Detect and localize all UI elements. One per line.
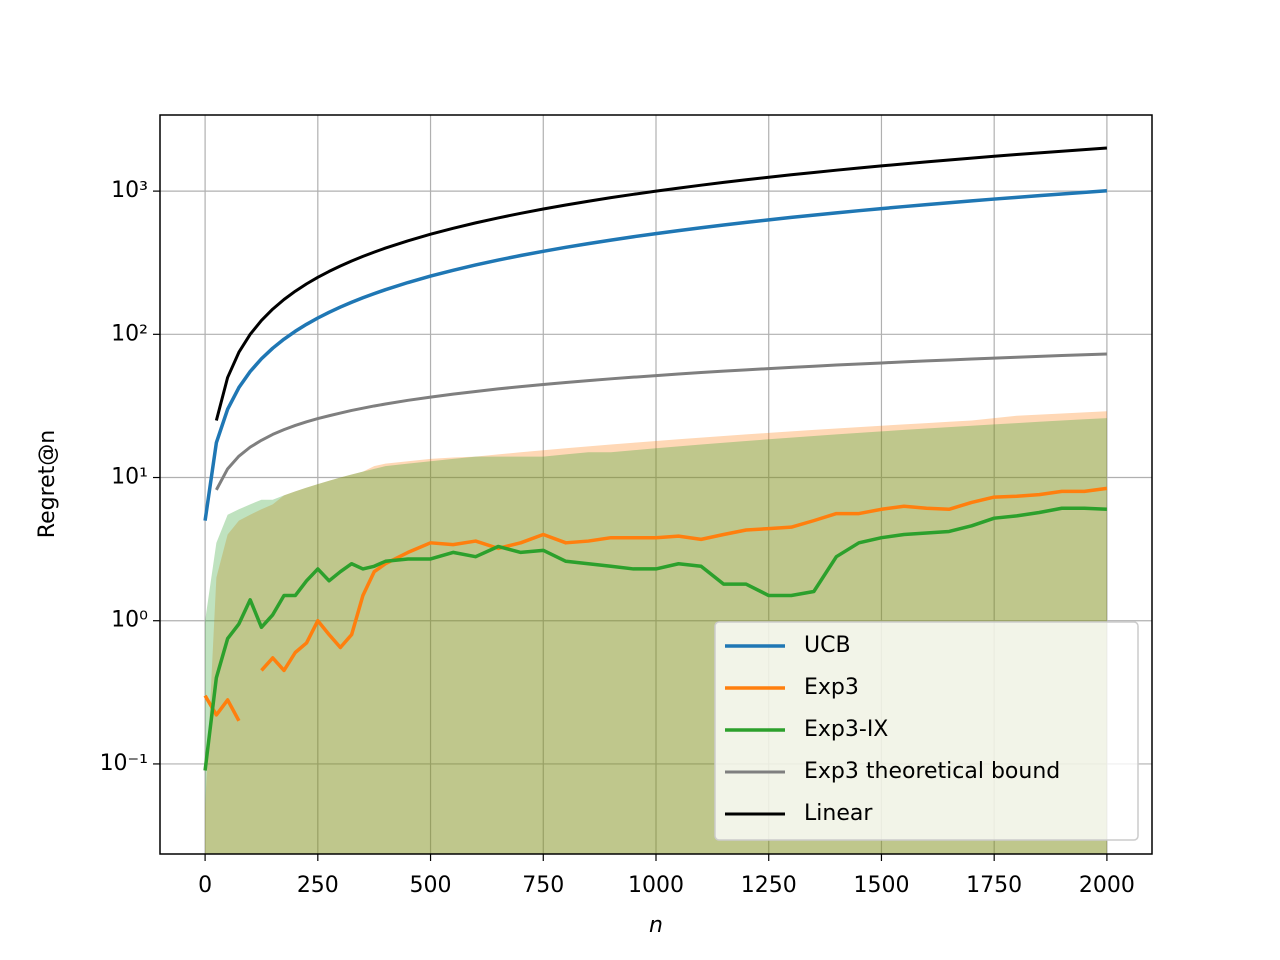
x-tick-label: 1750: [966, 873, 1022, 898]
x-tick-label: 500: [410, 873, 452, 898]
x-tick-label: 1250: [741, 873, 797, 898]
x-tick-label: 250: [297, 873, 339, 898]
legend-label: Linear: [804, 801, 873, 826]
y-tick-label: 10⁻¹: [100, 751, 148, 776]
line: [215, 352, 1107, 491]
y-axis-label: Regret@n: [35, 430, 60, 538]
x-tick-label: 0: [198, 873, 212, 898]
line: [203, 486, 1108, 722]
legend-box: [714, 621, 1139, 841]
x-tick-label: 1500: [853, 873, 909, 898]
y-tick-label: 10³: [111, 178, 148, 203]
x-tick-label: 750: [522, 873, 564, 898]
legend-label: Exp3-IX: [804, 717, 888, 742]
x-tick-label: 2000: [1079, 873, 1135, 898]
x-axis-label: n: [649, 913, 663, 938]
legend-label: Exp3 theoretical bound: [804, 759, 1060, 784]
line: [203, 189, 1108, 521]
y-tick-label: 10⁰: [111, 608, 148, 633]
x-tick-label: 1000: [628, 873, 684, 898]
legend-label: Exp3: [804, 675, 859, 700]
line: [214, 146, 1108, 421]
y-tick-label: 10²: [111, 321, 148, 346]
legend-label: UCB: [804, 633, 851, 658]
axes-frame: [159, 114, 1153, 855]
line: [203, 506, 1107, 771]
y-tick-label: 10¹: [111, 465, 148, 490]
